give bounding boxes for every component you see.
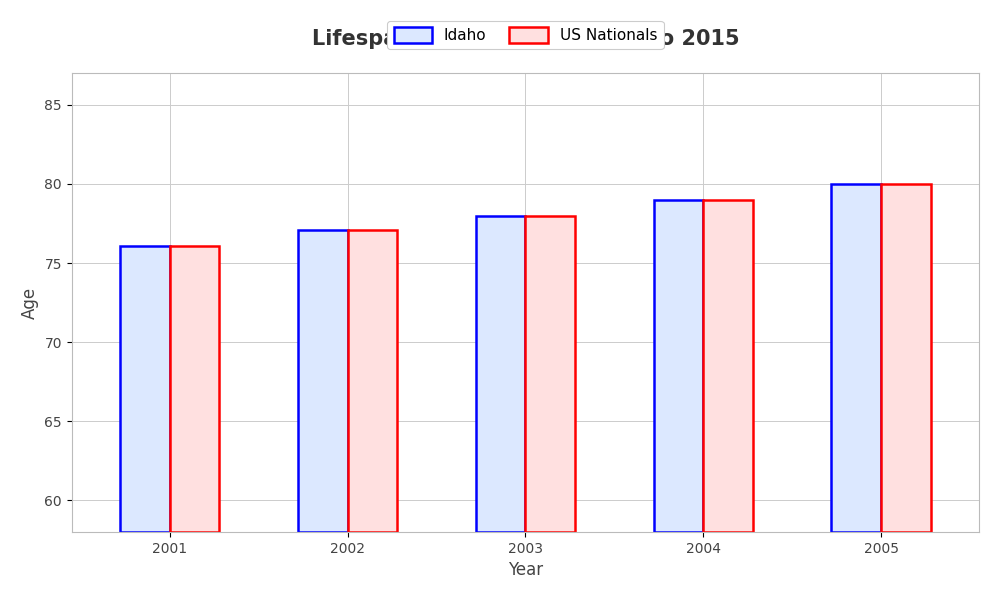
Title: Lifespan in Idaho from 1968 to 2015: Lifespan in Idaho from 1968 to 2015 [312, 29, 739, 49]
Y-axis label: Age: Age [21, 287, 39, 319]
Bar [525, 215, 575, 532]
Bar [298, 230, 348, 532]
Bar [348, 230, 397, 532]
Bar [831, 184, 881, 532]
Legend: Idaho, US Nationals: Idaho, US Nationals [387, 21, 664, 49]
Bar [703, 200, 753, 532]
Bar [120, 245, 170, 532]
X-axis label: Year: Year [508, 561, 543, 579]
Bar [170, 245, 219, 532]
Bar [476, 215, 525, 532]
Bar [881, 184, 931, 532]
Bar [654, 200, 703, 532]
